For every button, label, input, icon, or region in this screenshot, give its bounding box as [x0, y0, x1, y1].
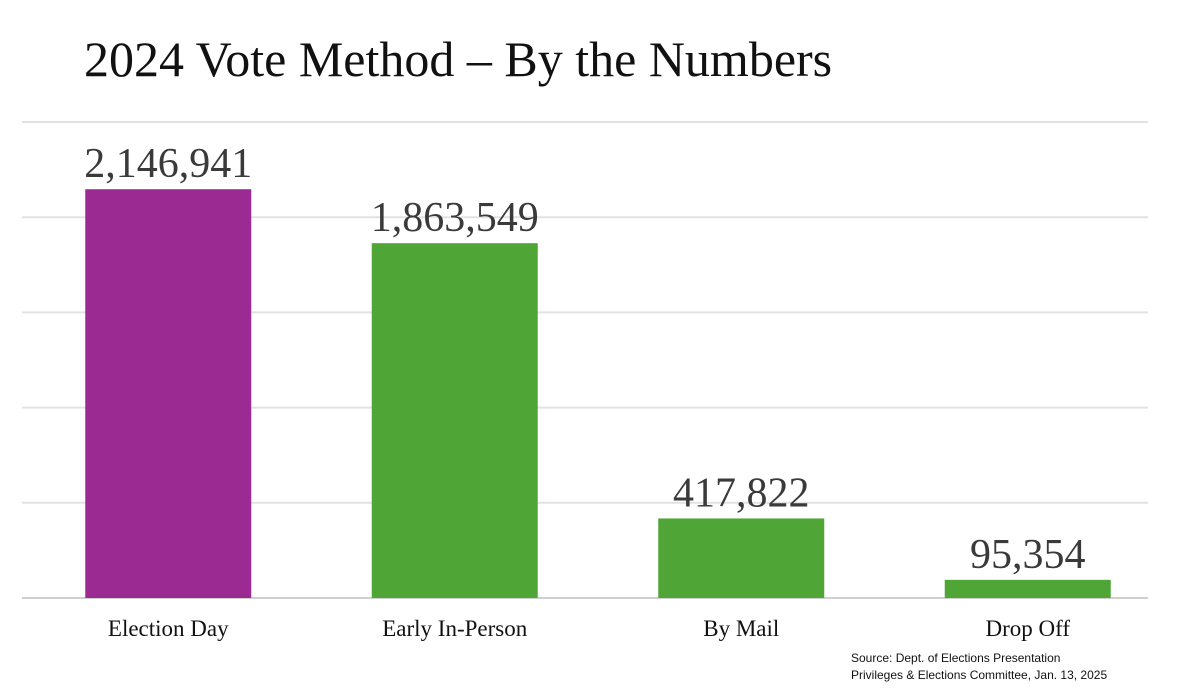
category-label: Drop Off: [985, 616, 1070, 641]
value-labels: 2,146,941 1,863,549 417,822 95,354: [84, 141, 1085, 578]
bars: [85, 189, 1111, 599]
source-line-2: Privileges & Elections Committee, Jan. 1…: [851, 668, 1108, 682]
value-label: 417,822: [673, 470, 810, 516]
category-label: Election Day: [108, 616, 229, 641]
category-labels: Election Day Early In-Person By Mail Drop O…: [108, 616, 1070, 641]
value-label: 95,354: [970, 532, 1086, 578]
value-label: 1,863,549: [371, 195, 539, 241]
category-label: By Mail: [703, 616, 779, 641]
bar: [944, 579, 1111, 598]
bar: [85, 189, 252, 599]
source-line-1: Source: Dept. of Elections Presentation: [851, 651, 1061, 665]
category-label: Early In-Person: [382, 616, 527, 641]
value-label: 2,146,941: [84, 141, 252, 187]
bar: [371, 243, 538, 598]
bar: [658, 518, 825, 598]
source-note: Source: Dept. of Elections Presentation …: [851, 650, 1107, 684]
chart-title: 2024 Vote Method – By the Numbers: [84, 31, 833, 87]
